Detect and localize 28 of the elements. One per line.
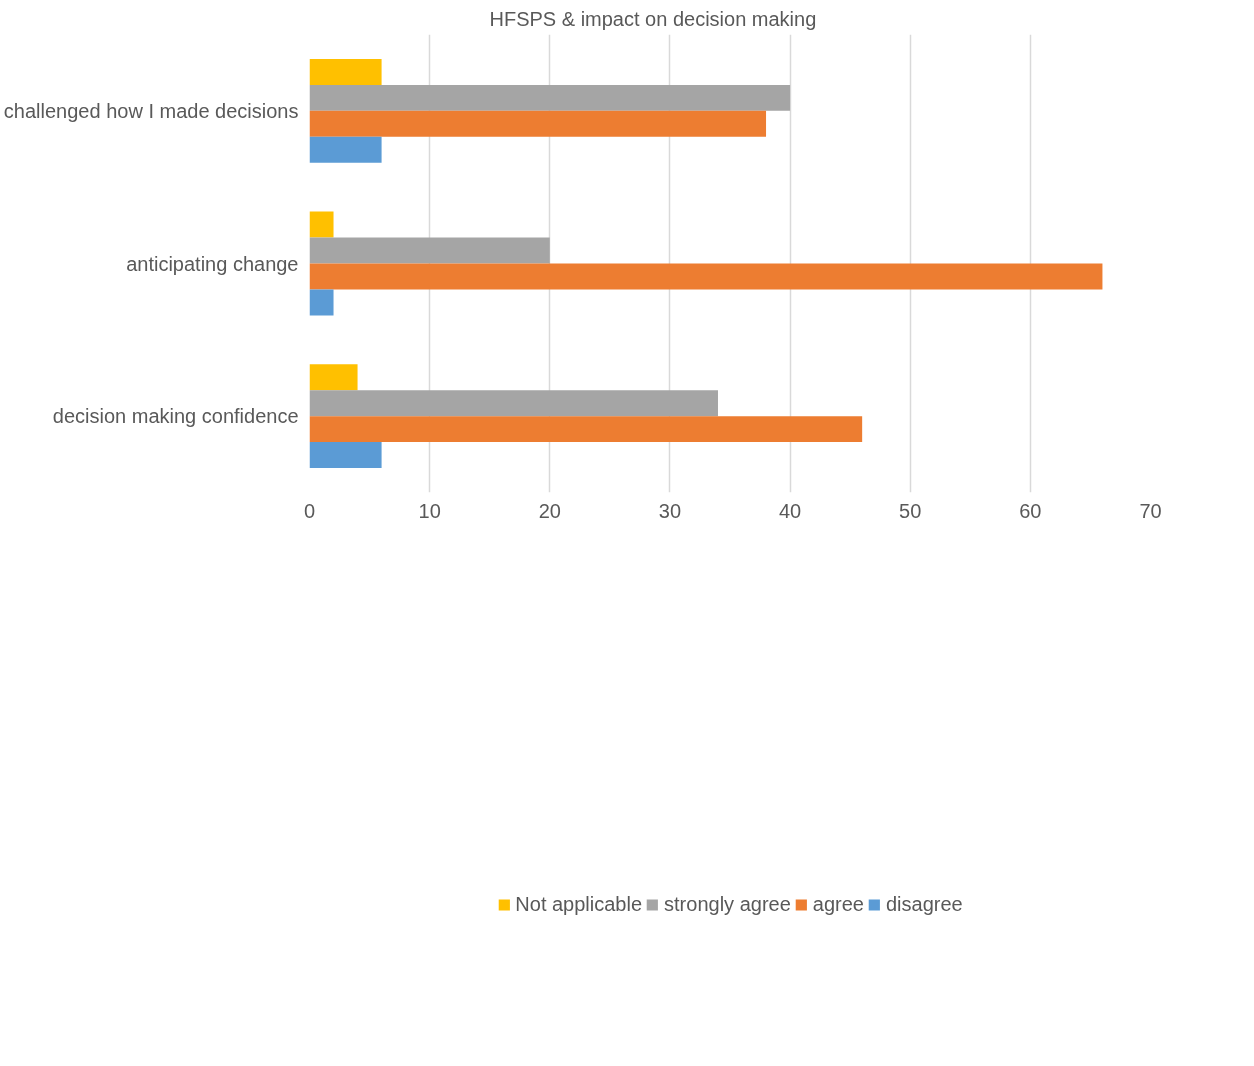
x-tick-label: 30 [658,499,682,522]
y-tick-label: decision making confidence [52,405,299,428]
bar [309,416,863,443]
bar [309,84,791,111]
bar [309,289,334,316]
bar [309,442,382,469]
x-tick-label: 70 [1139,499,1162,522]
x-tick-label: 10 [418,499,441,522]
legend-label: agree [812,892,864,916]
chart-title: HFSPS & impact on decision making [489,7,817,30]
bar [309,263,1103,290]
bar [309,237,550,264]
x-tick-label: 20 [538,499,561,522]
x-tick-label: 50 [899,499,922,522]
bar [309,390,718,417]
x-tick-label: 40 [778,499,802,522]
bar [309,110,767,137]
legend-label: Not applicable [515,892,643,916]
bar [309,211,334,238]
bar [309,136,382,163]
bar [309,58,382,85]
x-tick-label: 0 [303,499,316,522]
legend-label: disagree [885,892,963,916]
legend-label: strongly agree [664,892,791,916]
y-tick-label: anticipating change [126,252,299,275]
x-tick-label: 60 [1019,499,1042,522]
bar [309,364,358,391]
y-tick-label: challenged how I made decisions [3,99,299,122]
